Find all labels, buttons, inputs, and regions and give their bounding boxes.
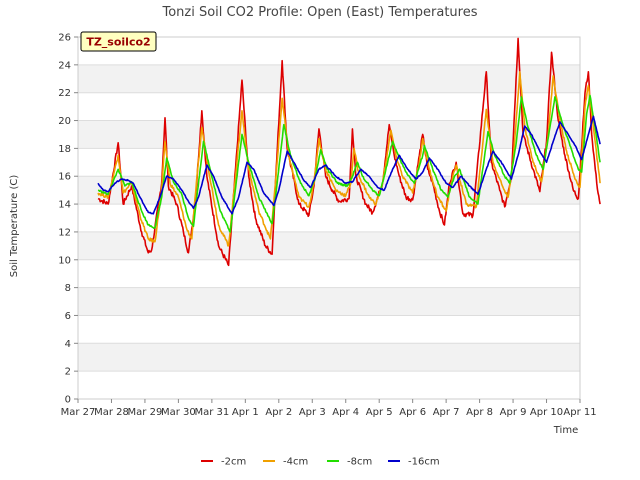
plot-band — [78, 259, 580, 288]
y-tick-label: 12 — [58, 227, 71, 238]
x-axis-title: Time — [553, 425, 578, 436]
x-tick-label: Apr 6 — [399, 407, 426, 418]
y-tick-label: 16 — [58, 172, 71, 183]
legend-label: -8cm — [347, 457, 372, 468]
y-tick-label: 20 — [58, 116, 71, 127]
plot-band — [78, 287, 580, 316]
y-tick-label: 24 — [58, 60, 71, 71]
plot-band — [78, 92, 580, 121]
x-tick-label: Mar 30 — [161, 407, 196, 418]
x-tick-label: Apr 10 — [530, 407, 563, 418]
legend: -2cm -4cm -8cm -16cm — [201, 457, 440, 468]
y-tick-label: 26 — [58, 33, 71, 44]
y-axis-title: Soil Temperature (C) — [9, 175, 20, 278]
x-tick-label: Mar 28 — [94, 407, 129, 418]
x-tick-label: Apr 7 — [433, 407, 460, 418]
plot-band — [78, 120, 580, 149]
badge-box — [80, 31, 157, 52]
y-tick-label: 18 — [58, 144, 71, 155]
x-tick-label: Apr 9 — [500, 407, 527, 418]
x-tick-label: Apr 4 — [332, 407, 359, 418]
x-tick-label: Apr 8 — [466, 407, 493, 418]
plot-band — [78, 315, 580, 344]
plot-band — [78, 343, 580, 372]
plot-band — [78, 37, 580, 65]
legend-label: -2cm — [221, 457, 246, 468]
plot-band — [78, 204, 580, 232]
y-tick-label: 0 — [65, 395, 71, 406]
plot-band — [78, 64, 580, 93]
series-lines — [97, 37, 601, 267]
y-tick-label: 6 — [65, 311, 71, 322]
x-tick-label: Apr 5 — [366, 407, 393, 418]
x-tick-label: Mar 27 — [61, 407, 96, 418]
chart-title: Tonzi Soil CO2 Profile: Open (East) Temp… — [161, 5, 477, 20]
badge: TZ_soilco2 — [80, 31, 157, 52]
plot-band — [78, 231, 580, 260]
plot-bands — [78, 37, 580, 399]
y-tick-label: 10 — [58, 255, 71, 266]
y-tick-label: 4 — [65, 339, 71, 350]
y-tick-label: 2 — [65, 367, 71, 378]
x-tick-label: Apr 1 — [232, 407, 259, 418]
y-tick-label: 8 — [65, 283, 71, 294]
x-tick-label: Apr 2 — [265, 407, 292, 418]
plot-band — [78, 371, 580, 399]
series-line-16cmcm — [97, 115, 601, 215]
x-tick-label: Mar 31 — [194, 407, 229, 418]
series-line-4cmcm — [97, 71, 601, 247]
y-tick-label: 22 — [58, 88, 71, 99]
legend-label: -4cm — [283, 457, 308, 468]
series-line-8cmcm — [97, 94, 601, 233]
badge-label: TZ_soilco2 — [86, 36, 150, 49]
plot-frame — [77, 36, 581, 400]
x-tick-label: Apr 11 — [563, 407, 596, 418]
y-tick-label: 14 — [58, 200, 71, 211]
x-tick-label: Apr 3 — [299, 407, 326, 418]
legend-label: -16cm — [408, 457, 440, 468]
x-tick-label: Mar 29 — [128, 407, 163, 418]
